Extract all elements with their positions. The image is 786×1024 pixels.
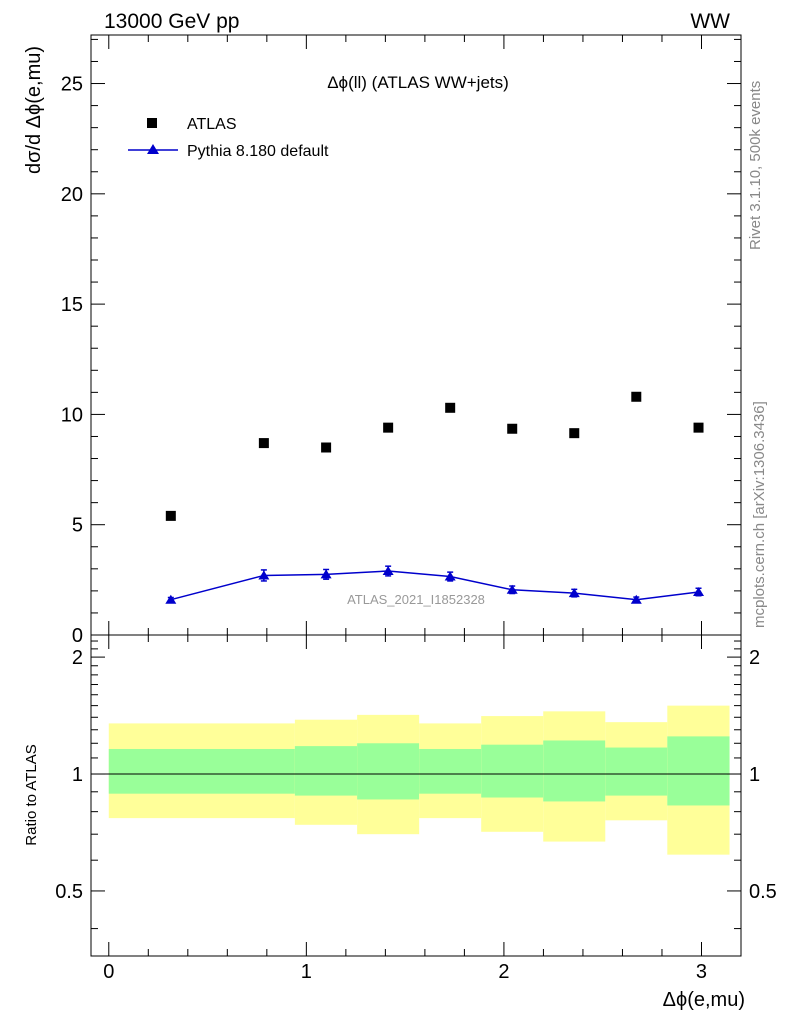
atlas-point (507, 423, 518, 434)
main-plot-markers (165, 391, 705, 604)
ratio-bands (91, 705, 741, 855)
atlas-point (445, 402, 456, 413)
atlas-point (693, 422, 704, 433)
legend: ATLAS Pythia 8.180 default (128, 116, 329, 160)
ratio-y-tick-label: 0.5 (55, 881, 83, 903)
rivet-label: Rivet 3.1.10, 500k events (747, 81, 764, 250)
ratio-y-tick-label-right: 2 (749, 647, 760, 669)
main-y-tick-label: 15 (61, 294, 83, 316)
x-tick-label: 2 (498, 961, 509, 983)
pythia-point (320, 569, 332, 579)
main-y-tick-label: 0 (72, 625, 83, 647)
main-y-tick-label: 5 (72, 515, 83, 537)
atlas-point (383, 422, 394, 433)
pythia-point (258, 570, 270, 580)
ratio-green-band (108, 748, 295, 794)
main-plot-area: Δϕ(ll) (ATLAS WW+jets) ATLAS_2021_I18523… (23, 34, 742, 647)
watermark: ATLAS_2021_I1852328 (347, 592, 485, 607)
ratio-y-tick-label-right: 0.5 (749, 881, 777, 903)
ratio-green-band (605, 747, 668, 796)
atlas-point (321, 442, 332, 453)
legend-atlas-label: ATLAS (187, 116, 237, 133)
x-axis-label: Δϕ(e,mu) (663, 989, 745, 1011)
main-chart-title: Δϕ(ll) (ATLAS WW+jets) (327, 73, 509, 92)
main-y-axis-label: dσ/d Δϕ(e,mu) (23, 46, 45, 174)
main-plot-axes: 0 5 10 15 20 25 (61, 35, 741, 647)
legend-pythia-marker (147, 144, 159, 154)
atlas-point (258, 438, 269, 449)
ratio-y-tick-label: 1 (72, 764, 83, 786)
pythia-point (382, 566, 394, 576)
ratio-plot-axes: 0.5 0.5 1 1 2 2 0 1 2 3 (55, 635, 777, 983)
process-label: WW (690, 10, 730, 33)
pythia-point (444, 571, 456, 581)
pythia-point (630, 594, 642, 604)
atlas-point (165, 510, 176, 521)
main-y-tick-label: 25 (61, 74, 83, 96)
x-tick-label: 1 (301, 961, 312, 983)
ratio-y-tick-label-right: 1 (749, 764, 760, 786)
energy-label: 13000 GeV pp (104, 10, 239, 33)
x-tick-label: 0 (103, 961, 114, 983)
ratio-y-axis-label: Ratio to ATLAS (23, 744, 40, 845)
pythia-point (165, 594, 177, 604)
ratio-plot-area: 0.5 0.5 1 1 2 2 0 1 2 3 Ratio to ATLAS Δϕ(e,mu) (23, 634, 777, 1011)
x-tick-label: 3 (696, 961, 707, 983)
ratio-y-tick-label: 2 (72, 647, 83, 669)
main-y-tick-label: 20 (61, 184, 83, 206)
ratio-green-band (419, 748, 482, 794)
legend-atlas-marker (147, 118, 157, 128)
ratio-green-band (667, 736, 730, 806)
main-y-tick-label: 10 (61, 404, 83, 426)
pythia-point (568, 588, 580, 598)
ratio-green-band (543, 740, 606, 802)
pythia-point (506, 584, 518, 594)
ratio-green-band (357, 743, 420, 800)
source-label: mcplots.cern.ch [arXiv:1306.3436] (751, 401, 768, 628)
atlas-point (569, 428, 580, 439)
legend-pythia-label: Pythia 8.180 default (187, 143, 329, 160)
ratio-green-band (294, 746, 358, 796)
ratio-plot-frame (90, 634, 742, 957)
atlas-point (631, 391, 642, 402)
ratio-green-band (481, 744, 544, 798)
pythia-point (693, 586, 705, 596)
